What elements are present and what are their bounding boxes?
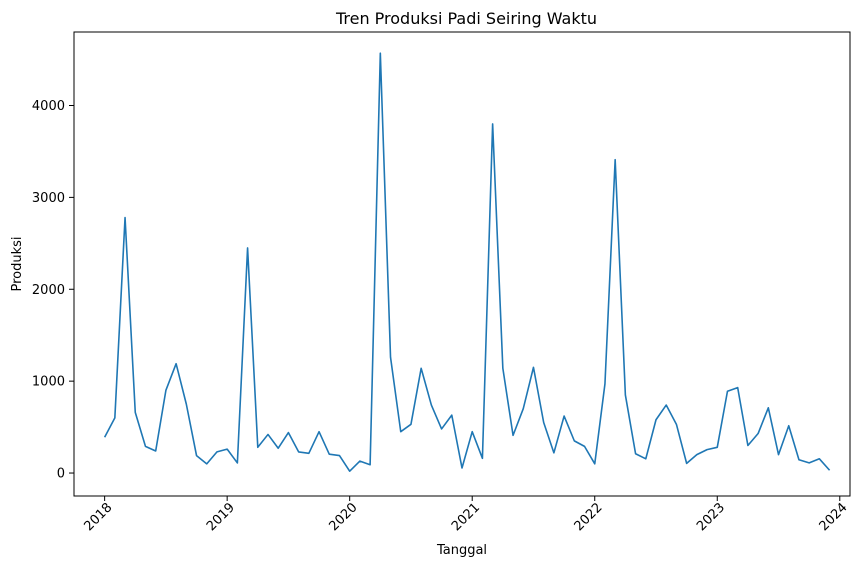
production-series-line bbox=[103, 52, 831, 472]
y-tick-label: 4000 bbox=[32, 99, 65, 114]
plot-frame bbox=[73, 31, 851, 497]
y-axis-title: Produksi bbox=[10, 236, 25, 291]
chart-title: Tren Produksi Padi Seiring Waktu bbox=[335, 9, 597, 28]
plot-area bbox=[73, 31, 851, 497]
y-tick-label: 2000 bbox=[32, 283, 65, 298]
y-tick-label: 0 bbox=[57, 467, 65, 482]
y-axis: 0 1000 2000 3000 4000 bbox=[32, 99, 74, 482]
x-axis-title: Tanggal bbox=[436, 543, 487, 558]
y-tick-label: 1000 bbox=[32, 375, 65, 390]
y-tick-label: 3000 bbox=[32, 191, 65, 206]
